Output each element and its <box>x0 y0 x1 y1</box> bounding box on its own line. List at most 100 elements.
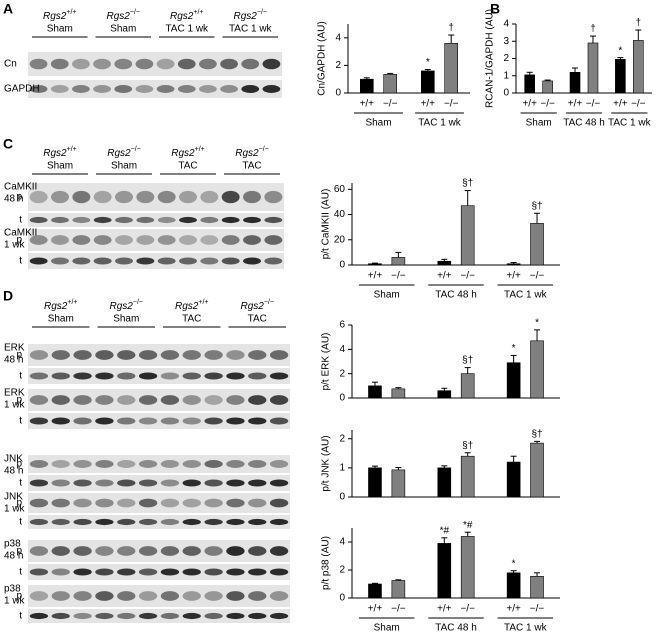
blot-band <box>226 568 245 576</box>
blot-band <box>269 518 289 526</box>
blot-band <box>51 591 70 601</box>
blot-band <box>51 190 69 204</box>
blot-band <box>226 372 245 380</box>
blot-band <box>117 568 136 576</box>
y-tick-label: 0 <box>339 593 345 604</box>
blot-band <box>138 518 158 526</box>
condition: Sham <box>113 314 139 325</box>
bar <box>460 455 475 498</box>
annotation: §† <box>531 429 542 440</box>
blot-band <box>160 460 180 468</box>
strip-label: p <box>16 498 22 509</box>
strip-label: p <box>16 591 22 602</box>
blot-band <box>204 350 223 360</box>
strip-label: t <box>19 567 22 578</box>
blot-strip <box>28 253 284 269</box>
blot-band <box>73 591 92 601</box>
blot-band <box>73 350 92 360</box>
blot-band <box>226 417 245 425</box>
blot-band <box>248 350 267 360</box>
x-tick-label: −/− <box>460 271 475 282</box>
strip-label: t <box>19 256 22 267</box>
genotype: −/− <box>133 299 143 306</box>
y-tick-label: 0 <box>339 260 345 271</box>
blot-band <box>93 190 112 204</box>
group-header: Rgs2+/+ <box>44 299 77 312</box>
x-tick-label: −/− <box>540 99 555 110</box>
bar <box>569 72 581 94</box>
strip-label: t <box>19 215 22 226</box>
blot-strip <box>28 564 290 580</box>
blot-band <box>117 498 136 508</box>
blot-band <box>221 216 240 224</box>
blot-band <box>136 190 155 204</box>
blot-band <box>269 395 289 405</box>
y-tick-label: 0 <box>339 393 345 404</box>
blot-band <box>248 498 267 508</box>
annotation: * <box>512 558 516 569</box>
condition: TAC <box>178 161 197 172</box>
strip-label: p <box>16 459 22 470</box>
gene-name: Rgs2 <box>43 11 67 22</box>
bar <box>368 263 382 266</box>
blot-band <box>51 479 70 487</box>
blot-band <box>157 235 176 245</box>
y-axis-label: p/t p38 (AU) <box>321 536 332 590</box>
blot-band <box>248 546 267 556</box>
blot-band <box>95 546 114 556</box>
gene-name: Rgs2 <box>235 148 259 159</box>
blot-band <box>29 546 49 556</box>
blot-band <box>93 257 112 265</box>
row-label: 48 h <box>4 551 23 562</box>
condition: Sham <box>47 161 73 172</box>
blot-band <box>200 216 219 224</box>
bar <box>383 74 398 94</box>
blot-band <box>226 518 245 526</box>
annotation: *# <box>463 520 473 531</box>
blot-band <box>248 568 267 576</box>
annotation: §† <box>531 201 542 212</box>
blot-band <box>95 612 114 620</box>
x-tick-label: −/− <box>383 99 398 110</box>
blot-band <box>29 257 48 265</box>
blot-band <box>51 372 70 380</box>
blot-band <box>95 591 114 601</box>
condition: TAC <box>248 314 267 325</box>
bar <box>391 257 406 266</box>
gene-name: Rgs2 <box>241 301 265 312</box>
blot-band <box>204 546 223 556</box>
blot-band <box>243 190 261 204</box>
group-header: Rgs2−/− <box>235 146 268 159</box>
strip-label: t <box>19 517 22 528</box>
condition: TAC <box>242 161 261 172</box>
group-header: Rgs2−/− <box>107 146 140 159</box>
bar <box>530 223 544 266</box>
blot-band <box>269 460 289 468</box>
panel-letter: A <box>3 1 13 17</box>
blot-band <box>114 85 133 93</box>
blot-band <box>135 85 154 93</box>
strip-label: t <box>19 416 22 427</box>
blot-band <box>136 235 155 245</box>
blot-band <box>138 460 158 468</box>
y-tick-label: 3 <box>503 36 509 47</box>
blot-strip <box>28 213 284 227</box>
blot-strip <box>28 52 282 76</box>
condition: TAC 1 wk <box>229 24 273 35</box>
gene-name: Rgs2 <box>234 11 258 22</box>
blot-band <box>269 479 289 487</box>
blot-band <box>117 350 136 360</box>
blot-band <box>115 235 133 245</box>
blot-band <box>248 417 267 425</box>
genotype: −/− <box>131 146 141 153</box>
row-label: ERK <box>4 343 25 354</box>
blot-band <box>204 460 223 468</box>
blot-band <box>177 85 196 93</box>
blot-strip <box>28 585 290 607</box>
blot-band <box>226 479 245 487</box>
blot-strip <box>28 80 282 98</box>
blot-band <box>29 591 49 601</box>
x-tick-label: +/+ <box>437 271 452 282</box>
x-tick-label: −/− <box>460 604 475 615</box>
blot-band <box>29 479 49 487</box>
